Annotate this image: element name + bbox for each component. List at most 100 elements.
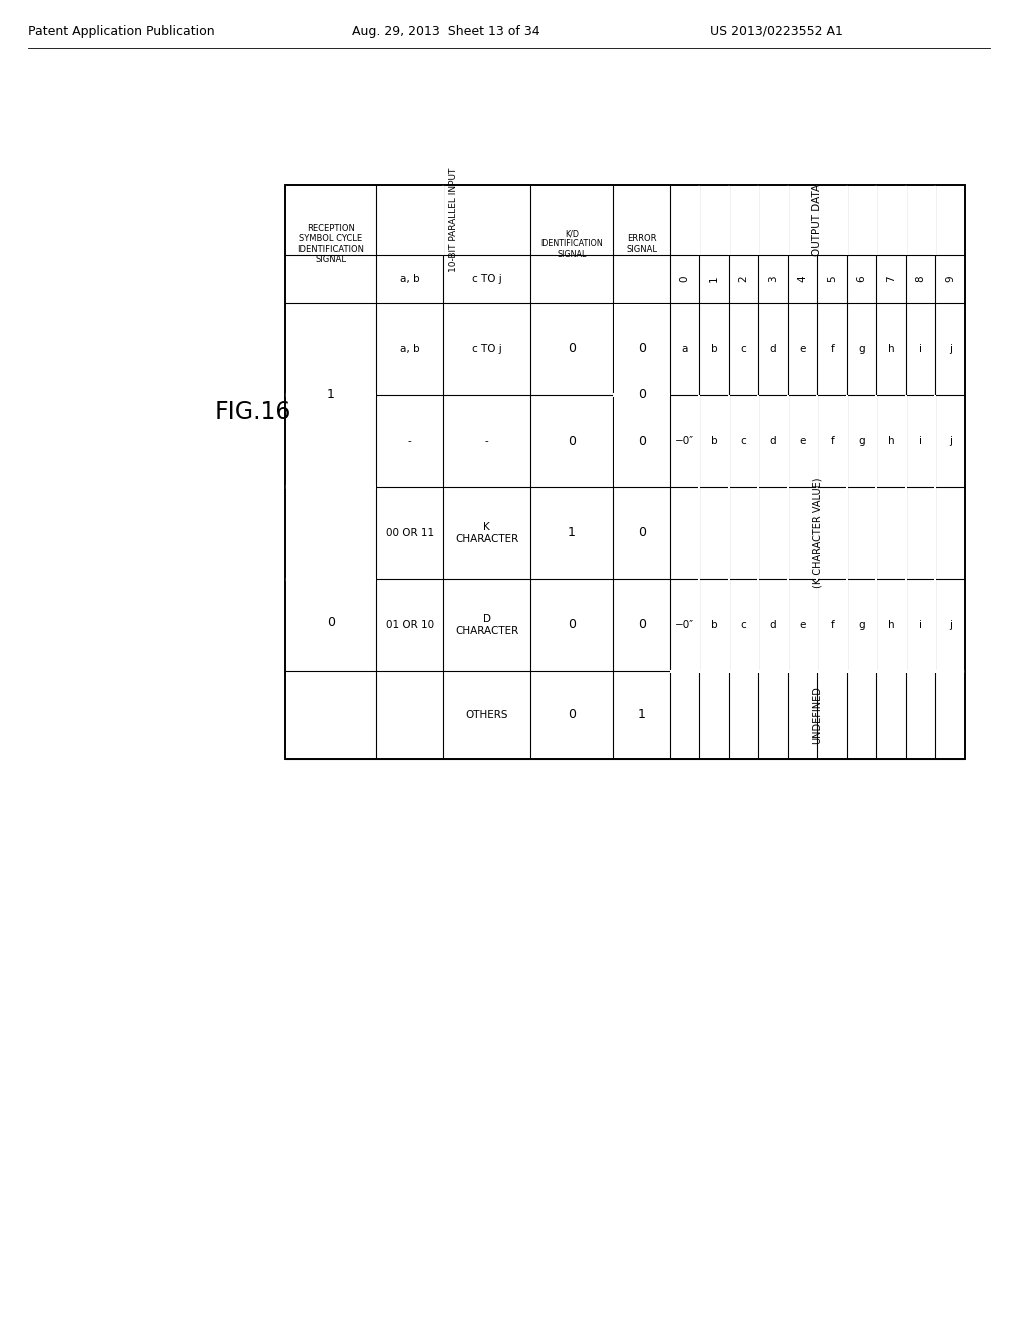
Text: D
CHARACTER: D CHARACTER — [455, 614, 518, 636]
Text: f: f — [830, 620, 835, 630]
Text: 0: 0 — [638, 619, 645, 631]
Text: 1: 1 — [327, 388, 335, 401]
Text: c TO j: c TO j — [472, 345, 502, 354]
Text: 0: 0 — [638, 434, 645, 447]
Text: 0: 0 — [567, 619, 575, 631]
Text: g: g — [858, 436, 865, 446]
Bar — [935, 487, 937, 671]
Text: 3: 3 — [768, 276, 778, 282]
Text: Patent Application Publication: Patent Application Publication — [28, 25, 215, 38]
Bar — [905, 395, 907, 487]
Text: OTHERS: OTHERS — [465, 710, 508, 719]
Bar — [698, 487, 700, 671]
Bar — [876, 487, 878, 671]
Text: c: c — [740, 620, 746, 630]
Text: c TO j: c TO j — [472, 275, 502, 284]
Text: g: g — [858, 345, 865, 354]
Bar — [670, 669, 965, 672]
Text: g: g — [858, 620, 865, 630]
Bar — [846, 395, 848, 487]
Text: j: j — [949, 345, 951, 354]
Text: d: d — [770, 620, 776, 630]
Text: −0″: −0″ — [675, 436, 694, 446]
Text: (K CHARACTER VALUE): (K CHARACTER VALUE) — [812, 478, 822, 589]
Bar — [285, 185, 965, 759]
Text: -: - — [408, 436, 412, 446]
Text: 1: 1 — [710, 276, 719, 282]
Bar — [846, 185, 848, 255]
Bar — [935, 395, 937, 487]
Text: a, b: a, b — [400, 345, 420, 354]
Text: 0: 0 — [638, 527, 645, 540]
Bar — [758, 395, 760, 487]
Text: Aug. 29, 2013  Sheet 13 of 34: Aug. 29, 2013 Sheet 13 of 34 — [352, 25, 540, 38]
Text: j: j — [949, 620, 951, 630]
Text: c: c — [740, 436, 746, 446]
Text: 0: 0 — [567, 709, 575, 722]
Bar — [614, 304, 669, 486]
Text: e: e — [800, 345, 806, 354]
Bar — [285, 578, 377, 581]
Text: US 2013/0223552 A1: US 2013/0223552 A1 — [710, 25, 843, 38]
Bar — [285, 393, 377, 396]
Text: b: b — [711, 620, 718, 630]
Text: 01 OR 10: 01 OR 10 — [386, 620, 434, 630]
Bar — [786, 185, 788, 255]
Text: i: i — [920, 436, 923, 446]
Bar — [876, 395, 878, 487]
Text: f: f — [830, 345, 835, 354]
Text: K/D
IDENTIFICATION
SIGNAL: K/D IDENTIFICATION SIGNAL — [541, 230, 603, 259]
Text: c: c — [740, 345, 746, 354]
Text: 10-BIT PARALLEL INPUT: 10-BIT PARALLEL INPUT — [449, 168, 458, 272]
Bar — [846, 487, 848, 671]
Text: 1: 1 — [638, 709, 645, 722]
Text: 0: 0 — [638, 342, 645, 355]
Text: 7: 7 — [886, 276, 896, 282]
Text: 5: 5 — [827, 276, 838, 282]
Text: ERROR
SIGNAL: ERROR SIGNAL — [626, 235, 657, 253]
Text: 2: 2 — [738, 276, 749, 282]
Text: i: i — [920, 620, 923, 630]
Text: FIG.16: FIG.16 — [215, 400, 292, 424]
Text: OUTPUT DATA: OUTPUT DATA — [812, 183, 822, 256]
Bar — [698, 185, 700, 255]
Bar — [698, 395, 700, 487]
Bar — [816, 185, 818, 255]
Text: 0: 0 — [567, 342, 575, 355]
Bar — [816, 487, 818, 671]
Text: -: - — [484, 436, 488, 446]
Bar — [285, 486, 377, 488]
Bar — [728, 487, 730, 671]
Text: 8: 8 — [915, 276, 926, 282]
Text: b: b — [711, 436, 718, 446]
Text: a: a — [681, 345, 688, 354]
Bar — [285, 185, 965, 759]
Text: d: d — [770, 436, 776, 446]
Text: j: j — [949, 436, 951, 446]
Bar — [816, 395, 818, 487]
Bar — [758, 487, 760, 671]
Text: h: h — [888, 436, 895, 446]
Text: UNDEFINED: UNDEFINED — [812, 686, 822, 744]
Text: RECEPTION
SYMBOL CYCLE
IDENTIFICATION
SIGNAL: RECEPTION SYMBOL CYCLE IDENTIFICATION SI… — [297, 224, 365, 264]
Text: 4: 4 — [798, 276, 808, 282]
Text: K
CHARACTER: K CHARACTER — [455, 523, 518, 544]
Bar — [442, 185, 444, 255]
Bar — [786, 487, 788, 671]
Text: e: e — [800, 436, 806, 446]
Text: 9: 9 — [945, 276, 955, 282]
Text: a, b: a, b — [400, 275, 420, 284]
Text: 00 OR 11: 00 OR 11 — [386, 528, 434, 539]
Bar — [613, 393, 670, 396]
Text: 0: 0 — [680, 276, 689, 282]
Bar — [728, 185, 730, 255]
Text: 0: 0 — [638, 388, 645, 401]
Text: h: h — [888, 345, 895, 354]
Text: b: b — [711, 345, 718, 354]
Bar — [905, 487, 907, 671]
Bar — [786, 395, 788, 487]
Bar — [758, 185, 760, 255]
Text: −0″: −0″ — [675, 620, 694, 630]
Bar — [935, 185, 937, 255]
Text: f: f — [830, 436, 835, 446]
